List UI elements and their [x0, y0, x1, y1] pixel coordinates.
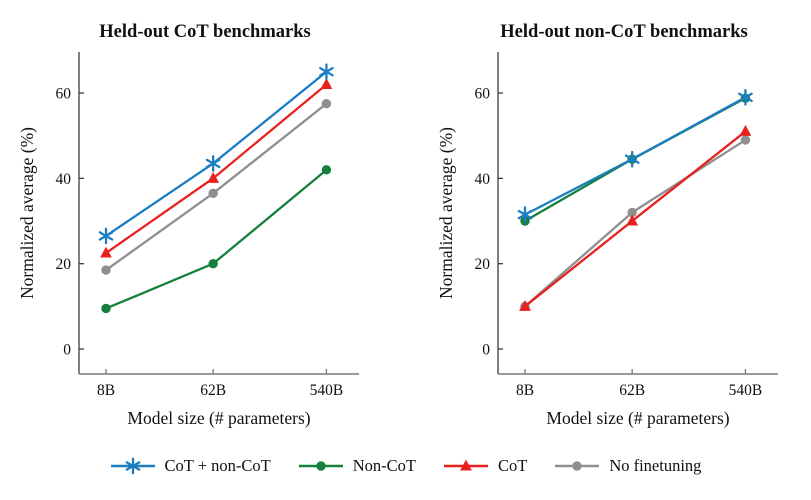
x-tick-label: 62B [619, 382, 645, 399]
chart-title: Held-out CoT benchmarks [99, 22, 310, 42]
circle-marker [101, 303, 111, 314]
y-axis-label: Normalized average (%) [436, 127, 456, 299]
triangle-legend-swatch [443, 459, 488, 471]
legend-item: CoT [443, 456, 527, 476]
star-marker [125, 457, 140, 475]
circle-marker [321, 165, 332, 175]
legend: CoT + non-CoT Non-CoT CoT No finetuning [0, 456, 811, 476]
y-axis-label: Normalized average (%) [17, 127, 37, 299]
y-tick-label: 40 [475, 171, 491, 188]
legend-label: CoT [497, 456, 528, 475]
triangle-marker [460, 459, 472, 471]
circle-marker [208, 188, 218, 198]
triangle-marker [626, 214, 639, 226]
triangle-marker [739, 125, 752, 136]
series-line [105, 70, 328, 237]
star-marker [319, 63, 334, 81]
charts-svg: 0 20 40 60 8B 62B 540B Held-out CoT benchmarks M… [17, 22, 778, 428]
circle-legend-swatch [298, 461, 343, 471]
circle-marker [208, 258, 218, 269]
x-tick-label: 8B [97, 382, 115, 399]
circle-marker [627, 207, 637, 218]
triangle-marker [519, 299, 531, 311]
series-line [105, 102, 328, 272]
y-tick-label: 0 [482, 342, 490, 359]
y-tick-label: 0 [63, 342, 71, 359]
legend-label: Non-CoT [352, 456, 416, 475]
legend-item: Non-CoT [298, 456, 416, 476]
x-axis-label: Model size (# parameters) [546, 408, 729, 428]
chart-title: Held-out non-CoT benchmarks [500, 22, 747, 42]
x-tick-label: 8B [516, 382, 534, 399]
chart-panel: 0 20 40 60 8B 62B 540B Held-out non-CoT benchma… [436, 22, 778, 428]
star-marker [738, 88, 753, 106]
y-tick-label: 40 [56, 171, 72, 188]
star-marker [517, 206, 533, 223]
circle-marker [316, 461, 326, 471]
star-marker [98, 227, 114, 245]
y-tick-label: 20 [56, 256, 72, 273]
legend-label: No finetuning [609, 456, 702, 475]
y-tick-label: 20 [475, 256, 491, 273]
triangle-marker [207, 171, 220, 183]
y-tick-label: 60 [475, 86, 491, 103]
star-marker [205, 155, 221, 172]
series-line [105, 83, 328, 254]
y-tick-label: 60 [56, 86, 72, 103]
circle-marker [572, 461, 583, 471]
chart-panel: 0 20 40 60 8B 62B 540B Held-out CoT benchmarks M… [17, 22, 359, 428]
x-tick-label: 62B [200, 382, 226, 399]
star-legend-swatch [110, 457, 155, 475]
circle-marker [101, 265, 111, 275]
circle-legend-swatch [555, 461, 600, 471]
legend-item: No finetuning [554, 456, 701, 476]
triangle-marker [320, 78, 333, 90]
x-tick-label: 540B [310, 382, 344, 399]
legend-item: CoT + non-CoT [110, 456, 271, 476]
x-tick-label: 540B [729, 382, 763, 399]
star-marker [624, 150, 640, 168]
figure: 0 20 40 60 8B 62B 540B Held-out CoT benchmarks M… [0, 22, 811, 476]
legend-label: CoT + non-CoT [164, 456, 271, 475]
x-axis-label: Model size (# parameters) [127, 408, 310, 428]
triangle-marker [100, 246, 112, 258]
circle-marker [321, 99, 332, 109]
circle-marker [740, 135, 751, 145]
